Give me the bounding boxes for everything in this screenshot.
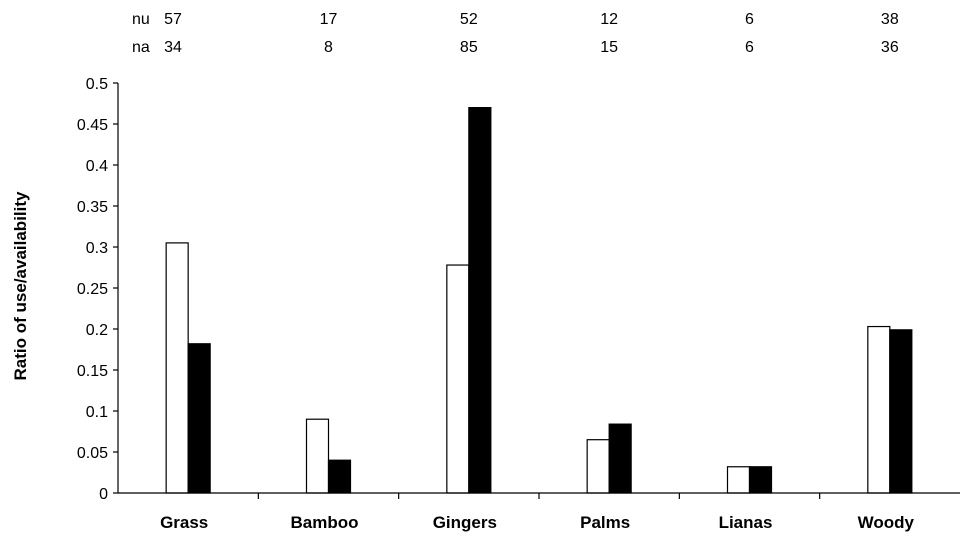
count-value: 36: [881, 39, 899, 56]
bar-series-2: [327, 459, 352, 494]
y-tick-label: 0.25: [77, 281, 108, 298]
y-tick-label: 0: [99, 486, 108, 503]
bar-series-1: [726, 466, 751, 494]
count-row-label: na: [132, 39, 150, 56]
bar-series-2: [748, 466, 773, 494]
bar-series-2: [608, 423, 632, 494]
count-value: 52: [460, 11, 478, 28]
count-row-label: nu: [132, 11, 150, 28]
count-value: 6: [745, 11, 754, 28]
bar-series-1: [446, 264, 470, 494]
count-value: 8: [324, 39, 333, 56]
bar-series-2: [889, 329, 913, 494]
count-value: 12: [600, 11, 618, 28]
count-value: 17: [320, 11, 338, 28]
y-axis: 0 0.05 0.1 0.15 0.2 0.25 0.3 0.35 0.4 0.45 0.5: [77, 76, 119, 503]
y-tick-label: 0.3: [86, 240, 108, 257]
y-axis-title: Ratio of use/availability: [11, 191, 30, 380]
count-value: 57: [164, 11, 182, 28]
x-axis: Grass Bamboo Gingers Palms Lianas Woody: [118, 492, 960, 532]
category-label: Palms: [580, 513, 630, 532]
bar-series-2: [187, 343, 211, 494]
y-tick-label: 0.5: [86, 76, 108, 93]
bar-series-1: [165, 242, 189, 494]
count-value: 34: [164, 39, 182, 56]
count-value: 85: [460, 39, 478, 56]
bars: [165, 106, 913, 494]
bar-series-1: [305, 418, 330, 494]
y-tick-label: 0.35: [77, 199, 108, 216]
category-label: Lianas: [719, 513, 773, 532]
category-label: Grass: [160, 513, 208, 532]
y-tick-label: 0.15: [77, 363, 108, 380]
category-label: Woody: [858, 513, 915, 532]
y-tick-label: 0.05: [77, 445, 108, 462]
bar-series-2: [468, 106, 492, 494]
y-tick-label: 0.45: [77, 117, 108, 134]
count-value: 6: [745, 39, 754, 56]
category-label: Gingers: [433, 513, 497, 532]
y-tick-label: 0.4: [86, 158, 108, 175]
count-value: 15: [600, 39, 618, 56]
count-value: 38: [881, 11, 899, 28]
y-tick-label: 0.1: [86, 404, 108, 421]
bar-series-1: [586, 439, 610, 494]
y-tick-label: 0.2: [86, 322, 108, 339]
count-rows: nu 57 17 52 12 6 38 na 34 8 85 15 6 36: [132, 11, 899, 56]
bar-series-1: [867, 325, 891, 494]
category-label: Bamboo: [291, 513, 359, 532]
